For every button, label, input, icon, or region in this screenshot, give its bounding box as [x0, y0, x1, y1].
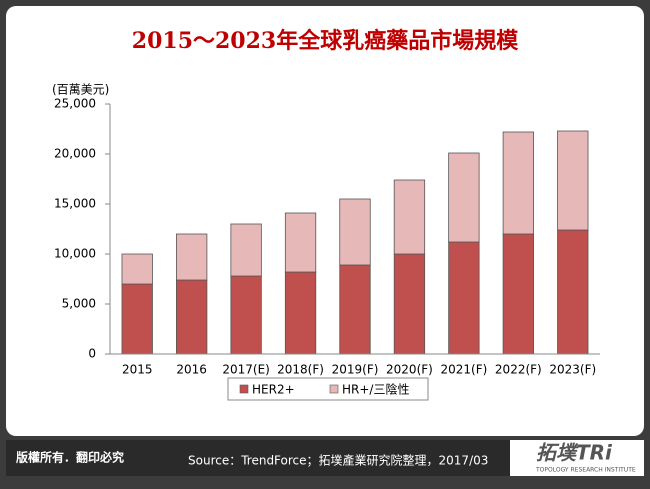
bar-segment — [284, 212, 317, 273]
logo: 拓墣TRi — [536, 441, 613, 465]
bar-segment — [121, 283, 153, 355]
bar-segment — [284, 271, 317, 355]
bar-segment — [557, 130, 589, 231]
x-tick-label: 2017(E) — [222, 363, 269, 377]
bar-segment — [230, 223, 262, 277]
bar-segment — [176, 279, 208, 355]
source: Source：TrendForce；拓墣產業研究院整理，2017/03 — [188, 453, 488, 468]
x-tick-label: 2021(F) — [440, 363, 487, 377]
legend-label: HR+/三陰性 — [342, 383, 409, 397]
bar-segment — [339, 264, 371, 355]
bar-segment — [448, 241, 480, 355]
legend-swatch — [329, 384, 339, 394]
x-tick-label: 2016 — [176, 363, 207, 377]
x-tick-label: 2018(F) — [277, 363, 324, 377]
logo-sub: TOPOLOGY RESEARCH INSTITUTE — [535, 467, 636, 474]
footer-bar — [6, 440, 510, 476]
bar-segment — [557, 229, 589, 355]
bar-segment — [339, 198, 371, 266]
y-tick-label: 10,000 — [54, 247, 96, 261]
logo-box — [510, 440, 644, 476]
x-tick-label: 2020(F) — [386, 363, 433, 377]
bar-segment — [502, 233, 534, 355]
legend-swatch — [239, 384, 249, 394]
legend-box — [227, 377, 429, 401]
y-tick-label: 15,000 — [54, 197, 96, 211]
y-axis-label: (百萬美元) — [52, 83, 109, 97]
y-tick-label: 5,000 — [62, 297, 96, 311]
x-tick-label: 2019(F) — [332, 363, 379, 377]
bar-segment — [121, 253, 153, 285]
y-tick-label: 20,000 — [54, 147, 96, 161]
bar-segment — [393, 253, 426, 355]
rights: 版權所有．翻印必究 — [16, 450, 124, 465]
bar-segment — [176, 233, 208, 281]
bar-segment — [502, 131, 534, 235]
bar-segment — [393, 179, 426, 255]
chart-title: 2015～2023年全球乳癌藥品市場規模 — [132, 28, 519, 54]
legend-label: HER2+ — [252, 383, 295, 397]
x-tick-label: 2023(F) — [549, 363, 596, 377]
panel — [6, 6, 644, 436]
bar-segment — [448, 152, 480, 243]
bar-segment — [230, 275, 262, 355]
y-tick-label: 25,000 — [54, 97, 96, 111]
y-tick-label: 0 — [88, 347, 96, 361]
x-tick-label: 2022(F) — [495, 363, 542, 377]
x-tick-label: 2015 — [122, 363, 153, 377]
